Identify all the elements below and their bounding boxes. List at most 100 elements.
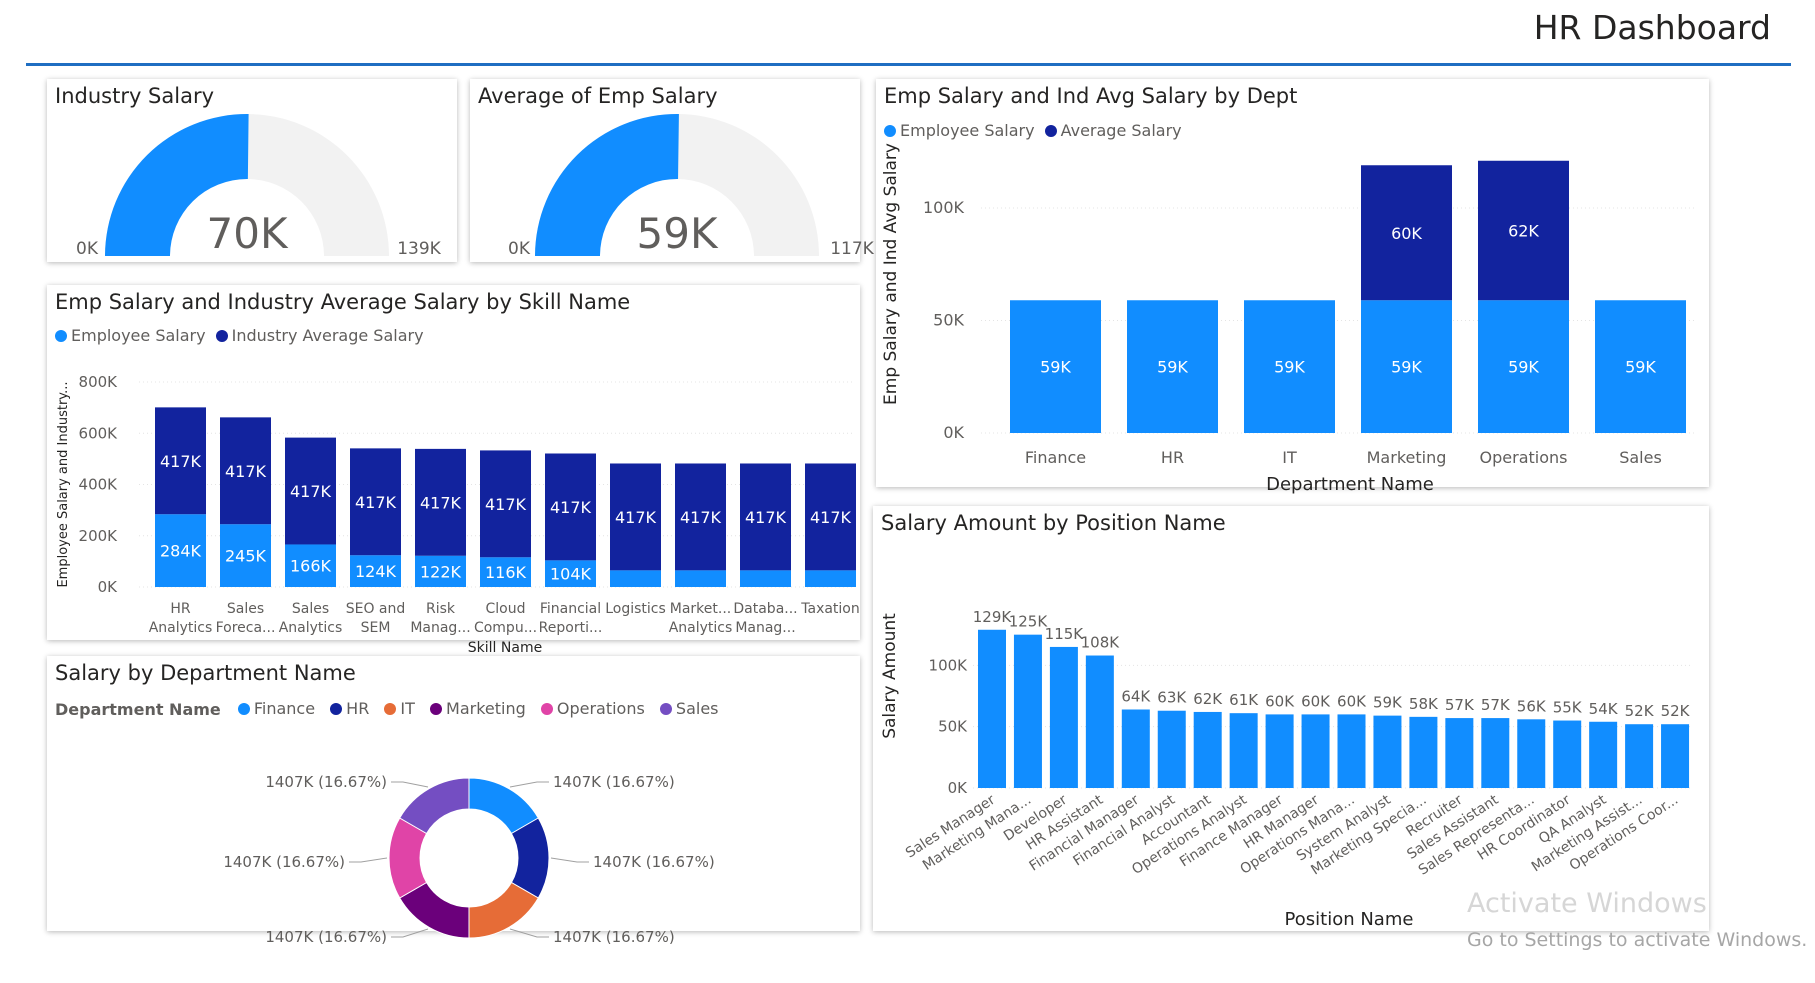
gauge-min-label: 0K	[508, 239, 531, 259]
x-tick-label: Operations	[1480, 448, 1568, 467]
donut-slice	[399, 777, 470, 835]
legend-industry-average-salary[interactable]: Industry Average Salary	[215, 326, 424, 345]
legend-it[interactable]: IT	[384, 699, 415, 718]
bar-segment	[155, 407, 206, 515]
legend-sales[interactable]: Sales	[659, 699, 719, 718]
dashboard-title: HR Dashboard	[1533, 8, 1771, 47]
data-label: 56K	[1517, 697, 1547, 715]
legend-label: Sales	[675, 699, 719, 718]
bar	[1193, 711, 1222, 788]
legend-label: Marketing	[446, 699, 526, 718]
bar-segment	[1361, 165, 1452, 301]
bar	[1625, 724, 1654, 788]
bar	[1517, 719, 1546, 788]
donut-chart-card[interactable]: Salary by Department Name Department Nam…	[47, 656, 860, 946]
x-tick-label: HR	[170, 601, 191, 617]
donut-chart-plot[interactable]: 1407K (16.67%) 1407K (16.67%) 1407K (16.67…	[47, 656, 860, 946]
x-axis-title: Position Name	[1285, 909, 1414, 930]
gauge-min-label: 0K	[76, 239, 99, 259]
data-label: 60K	[1265, 692, 1295, 710]
industry-salary-title: Industry Salary	[55, 84, 215, 108]
bar	[1373, 715, 1402, 788]
legend-average-salary[interactable]: Average Salary	[1044, 121, 1182, 140]
data-label: 417K	[680, 508, 722, 527]
legend-label: Operations	[556, 699, 645, 718]
x-tick-label: Market...	[670, 601, 731, 617]
gauge-fill	[535, 114, 679, 256]
bar-segment	[675, 463, 726, 571]
legend-dot-icon	[430, 702, 443, 715]
bar	[1229, 713, 1258, 788]
legend-employee-salary[interactable]: Employee Salary	[884, 121, 1035, 140]
x-tick-label: Sales	[227, 601, 264, 617]
data-label: 417K	[290, 482, 332, 501]
legend-dot-icon	[384, 702, 397, 715]
avg-emp-salary-card[interactable]: Average of Emp Salary 59K 0K 117K	[470, 79, 875, 262]
bar	[1481, 718, 1510, 788]
x-tick-label: IT	[1282, 448, 1297, 467]
y-axis-title: Employee Salary and Industry...	[56, 381, 71, 587]
legend-finance[interactable]: Finance	[237, 699, 315, 718]
data-label: 59K	[1508, 358, 1539, 377]
data-label: 59K	[1373, 694, 1403, 712]
data-label: 55K	[1553, 699, 1583, 717]
bar-segment	[1595, 300, 1686, 433]
position-chart-card[interactable]: Salary Amount by Position Name 0K 50K 100K…	[873, 506, 1709, 931]
data-label: 417K	[745, 508, 787, 527]
bar	[1085, 655, 1114, 788]
skill-chart-plot[interactable]: 0K 200K 400K 600K 800K Employee Salary and In…	[47, 285, 860, 656]
bar	[978, 629, 1006, 788]
dept-chart-card[interactable]: Emp Salary and Ind Avg Salary by Dept Em…	[876, 79, 1709, 495]
data-label: 417K	[420, 493, 462, 512]
data-label: 115K	[1045, 625, 1085, 643]
legend-label: Employee Salary	[900, 121, 1035, 140]
bar-segment	[1478, 160, 1569, 301]
industry-salary-card[interactable]: Industry Salary 70K 0K 139K	[47, 79, 457, 262]
dept-chart-plot[interactable]: 0K 50K 100K Emp Salary and Ind Avg Salary 59…	[876, 79, 1709, 495]
x-tick-label: Marketing	[1367, 448, 1447, 467]
gauge-value: 70K	[207, 209, 289, 258]
bar	[1553, 720, 1582, 788]
bar-segment	[1244, 300, 1335, 433]
x-tick-label: SEO and	[346, 601, 406, 617]
legend-employee-salary[interactable]: Employee Salary	[55, 326, 206, 345]
avg-emp-salary-title: Average of Emp Salary	[478, 84, 718, 108]
data-label: 62K	[1193, 690, 1223, 708]
data-label: 417K	[615, 508, 657, 527]
y-tick-label: 400K	[79, 476, 119, 494]
bar	[1661, 724, 1690, 788]
y-axis-title: Salary Amount	[880, 613, 900, 739]
legend-dot-icon	[540, 702, 553, 715]
data-label: 417K	[355, 493, 397, 512]
data-label: 60K	[1301, 692, 1331, 710]
slice-label: 1407K (16.67%)	[593, 853, 715, 871]
x-tick-label: SEM	[361, 620, 391, 636]
skill-chart-card[interactable]: Emp Salary and Industry Average Salary b…	[47, 285, 860, 656]
data-label: 52K	[1625, 702, 1655, 720]
x-tick-label: Analytics	[149, 620, 213, 636]
legend-dot-icon	[659, 702, 672, 715]
data-label: 60K	[1391, 224, 1422, 243]
leader-line	[391, 928, 429, 938]
donut-legend-title: Department Name	[55, 699, 221, 719]
y-tick-label: 0K	[943, 423, 964, 442]
bar-segment	[1127, 300, 1218, 433]
bar-segment	[220, 524, 271, 587]
industry-salary-gauge[interactable]: 70K 0K 139K	[47, 79, 457, 262]
legend-marketing[interactable]: Marketing	[430, 699, 526, 718]
data-label: 54K	[1589, 700, 1619, 718]
gauge-value: 59K	[637, 209, 719, 258]
legend-hr[interactable]: HR	[330, 699, 369, 718]
x-tick-label: Manag...	[410, 620, 470, 636]
bar	[1121, 709, 1150, 788]
title-rule	[26, 63, 1791, 66]
bar	[1265, 714, 1294, 788]
avg-emp-salary-gauge[interactable]: 59K 0K 117K	[470, 79, 875, 262]
leader-line	[391, 781, 429, 788]
gauge-fill	[105, 113, 249, 256]
x-tick-label: Finance	[1025, 448, 1086, 467]
legend-operations[interactable]: Operations	[540, 699, 645, 718]
x-axis-title: Skill Name	[468, 640, 542, 656]
skill-chart-legend: Employee Salary Industry Average Salary	[55, 326, 434, 346]
